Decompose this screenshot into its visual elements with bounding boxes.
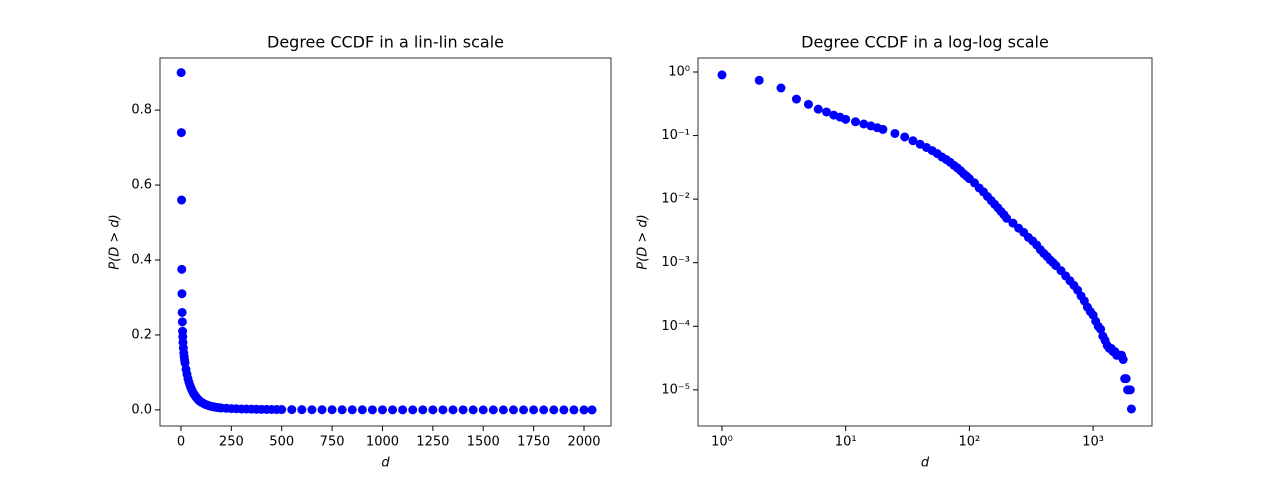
point bbox=[519, 405, 529, 415]
point bbox=[388, 405, 398, 415]
point bbox=[177, 289, 187, 299]
point bbox=[357, 405, 367, 415]
point bbox=[297, 405, 307, 415]
x-tick-label: 10³ bbox=[1082, 435, 1104, 450]
point bbox=[408, 405, 418, 415]
point bbox=[398, 405, 408, 415]
point bbox=[176, 68, 186, 78]
point bbox=[347, 405, 357, 415]
x-tick-label: 10⁰ bbox=[711, 435, 733, 450]
point bbox=[428, 405, 438, 415]
y-axis-label: P(D > d) bbox=[636, 214, 651, 269]
point bbox=[478, 405, 488, 415]
chart-title: Degree CCDF in a lin-lin scale bbox=[267, 33, 504, 52]
x-tick-label: 10¹ bbox=[835, 435, 857, 450]
x-tick-label: 0 bbox=[177, 435, 185, 450]
point bbox=[776, 83, 786, 93]
point bbox=[1096, 324, 1106, 334]
point bbox=[803, 99, 813, 109]
x-tick-label: 1250 bbox=[416, 435, 449, 450]
point bbox=[508, 405, 518, 415]
point bbox=[754, 75, 764, 85]
y-tick-label: 0.6 bbox=[131, 178, 152, 193]
point bbox=[176, 128, 186, 138]
point bbox=[587, 405, 597, 415]
point bbox=[890, 128, 900, 138]
x-tick-label: 10² bbox=[959, 435, 981, 450]
point bbox=[327, 405, 337, 415]
point bbox=[539, 405, 549, 415]
point bbox=[367, 405, 377, 415]
point bbox=[569, 405, 579, 415]
chart-title: Degree CCDF in a log-log scale bbox=[801, 33, 1049, 52]
point bbox=[908, 136, 918, 146]
y-tick-label: 10⁻⁴ bbox=[661, 319, 690, 334]
axes-frame bbox=[159, 57, 612, 427]
point bbox=[177, 195, 187, 205]
y-tick-label: 0.2 bbox=[131, 327, 152, 342]
point bbox=[177, 307, 187, 317]
x-tick-label: 750 bbox=[320, 435, 345, 450]
y-tick-label: 10⁻¹ bbox=[661, 128, 690, 143]
x-tick-label: 500 bbox=[269, 435, 294, 450]
point bbox=[850, 117, 860, 127]
point bbox=[468, 405, 478, 415]
point bbox=[1118, 355, 1128, 365]
point bbox=[1002, 213, 1012, 223]
point bbox=[549, 405, 559, 415]
x-tick-label: 1750 bbox=[517, 435, 550, 450]
point bbox=[177, 264, 187, 274]
point bbox=[277, 405, 287, 415]
point bbox=[859, 119, 869, 129]
point bbox=[337, 405, 347, 415]
point bbox=[791, 94, 801, 104]
x-axis-label: d bbox=[921, 456, 930, 471]
point bbox=[458, 405, 468, 415]
point bbox=[377, 405, 387, 415]
point bbox=[878, 124, 888, 134]
y-tick-label: 10⁻³ bbox=[661, 255, 690, 270]
point bbox=[841, 114, 851, 124]
y-tick-label: 10⁰ bbox=[668, 64, 690, 79]
point bbox=[317, 405, 327, 415]
point bbox=[177, 317, 187, 327]
point bbox=[418, 405, 428, 415]
point bbox=[498, 405, 508, 415]
point bbox=[529, 405, 539, 415]
point bbox=[579, 405, 589, 415]
point bbox=[813, 104, 823, 114]
y-tick-label: 10⁻² bbox=[661, 192, 690, 207]
axes-frame bbox=[697, 57, 1153, 427]
x-tick-label: 1500 bbox=[467, 435, 500, 450]
y-tick-label: 0.8 bbox=[131, 103, 152, 118]
point bbox=[488, 405, 498, 415]
y-axis-label: P(D > d) bbox=[108, 214, 123, 269]
x-tick-label: 250 bbox=[219, 435, 244, 450]
x-axis-label: d bbox=[381, 456, 390, 471]
y-tick-label: 0.0 bbox=[131, 402, 152, 417]
point bbox=[448, 405, 458, 415]
y-tick-label: 0.4 bbox=[131, 252, 152, 267]
point bbox=[1121, 374, 1131, 384]
point bbox=[559, 405, 569, 415]
x-tick-label: 2000 bbox=[567, 435, 600, 450]
point bbox=[900, 132, 910, 142]
point bbox=[307, 405, 317, 415]
point bbox=[1126, 404, 1136, 414]
point bbox=[1125, 385, 1135, 395]
point bbox=[438, 405, 448, 415]
y-tick-label: 10⁻⁵ bbox=[661, 382, 690, 397]
point bbox=[287, 405, 297, 415]
point bbox=[822, 107, 832, 117]
point bbox=[717, 70, 727, 80]
x-tick-label: 1000 bbox=[366, 435, 399, 450]
